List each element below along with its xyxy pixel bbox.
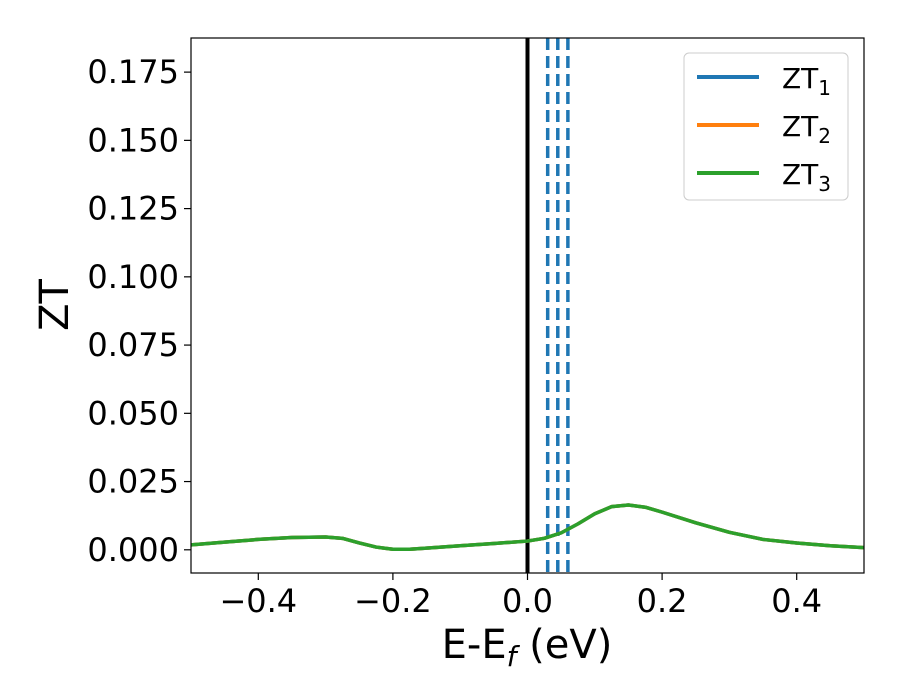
x-tick-label: 0.2 [637,582,688,620]
series-lines [191,503,864,551]
x-tick-label: −0.2 [354,582,432,620]
y-axis-label: ZT [32,279,78,331]
y-tick-label: 0.100 [87,258,179,296]
y-tick-label: 0.175 [87,53,179,91]
series-line-zt3 [191,503,864,551]
y-tick-label: 0.150 [87,121,179,159]
y-axis: 0.000 0.025 0.050 0.075 0.100 0.125 0.150 0.175 [87,53,191,569]
x-axis-label: E-Ef (eV) [442,622,613,673]
x-tick-label: −0.4 [219,582,297,620]
x-tick-label: 0.0 [502,582,553,620]
vertical-markers [525,38,570,573]
x-tick-label: 0.4 [771,582,822,620]
legend-label-zt2: ZT2 [782,110,831,148]
legend-frame [683,52,849,201]
legend-label-zt3: ZT3 [782,158,831,196]
y-tick-label: 0.000 [87,531,179,569]
legend-label-zt1: ZT1 [782,62,831,100]
y-tick-label: 0.075 [87,326,179,364]
x-axis-label-main: E-E [442,622,507,668]
legend: ZT1 ZT2 ZT3 [683,52,849,201]
x-axis: −0.4 −0.2 0.0 0.2 0.4 [219,573,822,620]
y-tick-label: 0.050 [87,394,179,432]
y-tick-label: 0.025 [87,463,179,501]
x-axis-label-unit: (eV) [516,622,612,668]
y-tick-label: 0.125 [87,190,179,228]
